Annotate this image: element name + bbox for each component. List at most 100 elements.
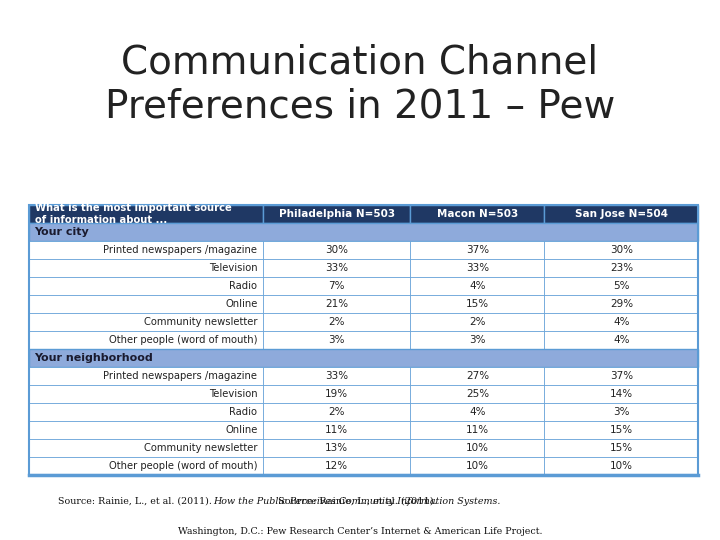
Text: Other people (word of mouth): Other people (word of mouth)	[109, 335, 258, 345]
FancyBboxPatch shape	[544, 439, 698, 457]
Text: 4%: 4%	[613, 335, 630, 345]
FancyBboxPatch shape	[410, 331, 544, 349]
FancyBboxPatch shape	[410, 439, 544, 457]
FancyBboxPatch shape	[544, 241, 698, 259]
FancyBboxPatch shape	[544, 277, 698, 295]
FancyBboxPatch shape	[544, 295, 698, 313]
Text: Philadelphia N=503: Philadelphia N=503	[279, 209, 395, 219]
Text: 15%: 15%	[610, 443, 633, 453]
Text: 14%: 14%	[610, 389, 633, 399]
Text: 30%: 30%	[610, 245, 633, 255]
Text: 37%: 37%	[610, 371, 633, 381]
FancyBboxPatch shape	[29, 313, 264, 331]
FancyBboxPatch shape	[29, 295, 264, 313]
FancyBboxPatch shape	[264, 403, 410, 421]
Text: 10%: 10%	[466, 461, 489, 471]
Text: 3%: 3%	[613, 407, 630, 417]
Text: Printed newspapers /magazine: Printed newspapers /magazine	[104, 371, 258, 381]
Text: 3%: 3%	[328, 335, 345, 345]
Text: Printed newspapers /magazine: Printed newspapers /magazine	[104, 245, 258, 255]
FancyBboxPatch shape	[264, 205, 410, 223]
Text: Television: Television	[209, 389, 258, 399]
Text: 2%: 2%	[469, 317, 486, 327]
Text: Source: Rainie, L., et al. (2011).: Source: Rainie, L., et al. (2011).	[58, 497, 217, 506]
FancyBboxPatch shape	[410, 241, 544, 259]
FancyBboxPatch shape	[544, 313, 698, 331]
Text: Your city: Your city	[35, 227, 89, 237]
FancyBboxPatch shape	[29, 205, 264, 223]
Text: Source: Rainie, L., et al. (2011).: Source: Rainie, L., et al. (2011).	[277, 497, 443, 506]
FancyBboxPatch shape	[29, 403, 264, 421]
FancyBboxPatch shape	[410, 277, 544, 295]
FancyBboxPatch shape	[264, 439, 410, 457]
Text: 10%: 10%	[466, 443, 489, 453]
FancyBboxPatch shape	[29, 421, 264, 439]
Text: 4%: 4%	[469, 281, 486, 291]
FancyBboxPatch shape	[544, 367, 698, 385]
Text: 2%: 2%	[328, 407, 345, 417]
FancyBboxPatch shape	[544, 457, 698, 475]
FancyBboxPatch shape	[29, 331, 264, 349]
FancyBboxPatch shape	[29, 385, 264, 403]
FancyBboxPatch shape	[410, 295, 544, 313]
FancyBboxPatch shape	[410, 259, 544, 277]
Text: 7%: 7%	[328, 281, 345, 291]
Text: Online: Online	[225, 299, 258, 309]
FancyBboxPatch shape	[410, 313, 544, 331]
Text: 10%: 10%	[610, 461, 633, 471]
FancyBboxPatch shape	[29, 367, 264, 385]
Text: 33%: 33%	[466, 263, 489, 273]
Text: 25%: 25%	[466, 389, 489, 399]
FancyBboxPatch shape	[264, 457, 410, 475]
FancyBboxPatch shape	[410, 205, 544, 223]
FancyBboxPatch shape	[264, 241, 410, 259]
Text: 33%: 33%	[325, 371, 348, 381]
Text: What is the most important source
of information about ...: What is the most important source of inf…	[35, 204, 231, 225]
FancyBboxPatch shape	[29, 259, 264, 277]
FancyBboxPatch shape	[544, 385, 698, 403]
FancyBboxPatch shape	[264, 295, 410, 313]
Text: Communication Channel
Preferences in 2011 – Pew: Communication Channel Preferences in 201…	[105, 43, 615, 125]
FancyBboxPatch shape	[29, 349, 698, 367]
Text: Radio: Radio	[230, 281, 258, 291]
Text: 4%: 4%	[469, 407, 486, 417]
Text: 11%: 11%	[466, 425, 489, 435]
Text: 4%: 4%	[613, 317, 630, 327]
FancyBboxPatch shape	[544, 421, 698, 439]
FancyBboxPatch shape	[29, 241, 264, 259]
Text: 5%: 5%	[613, 281, 630, 291]
FancyBboxPatch shape	[29, 439, 264, 457]
Text: Community newsletter: Community newsletter	[144, 443, 258, 453]
Text: Radio: Radio	[230, 407, 258, 417]
FancyBboxPatch shape	[264, 385, 410, 403]
Text: 23%: 23%	[610, 263, 633, 273]
FancyBboxPatch shape	[264, 259, 410, 277]
FancyBboxPatch shape	[544, 331, 698, 349]
Text: Your neighborhood: Your neighborhood	[35, 353, 153, 363]
FancyBboxPatch shape	[410, 403, 544, 421]
Text: 30%: 30%	[325, 245, 348, 255]
FancyBboxPatch shape	[264, 331, 410, 349]
Text: 2%: 2%	[328, 317, 345, 327]
Text: Community newsletter: Community newsletter	[144, 317, 258, 327]
Text: 13%: 13%	[325, 443, 348, 453]
Text: 29%: 29%	[610, 299, 633, 309]
FancyBboxPatch shape	[544, 259, 698, 277]
Text: San Jose N=504: San Jose N=504	[575, 209, 668, 219]
Text: 19%: 19%	[325, 389, 348, 399]
Text: 15%: 15%	[610, 425, 633, 435]
Text: 11%: 11%	[325, 425, 348, 435]
FancyBboxPatch shape	[264, 421, 410, 439]
FancyBboxPatch shape	[410, 421, 544, 439]
Text: Macon N=503: Macon N=503	[437, 209, 518, 219]
FancyBboxPatch shape	[544, 205, 698, 223]
Text: 21%: 21%	[325, 299, 348, 309]
FancyBboxPatch shape	[410, 457, 544, 475]
FancyBboxPatch shape	[264, 313, 410, 331]
FancyBboxPatch shape	[264, 367, 410, 385]
FancyBboxPatch shape	[410, 367, 544, 385]
Text: How the Public Perceives Community Information Systems.: How the Public Perceives Community Infor…	[213, 497, 500, 506]
Text: 15%: 15%	[466, 299, 489, 309]
Text: 37%: 37%	[466, 245, 489, 255]
FancyBboxPatch shape	[410, 385, 544, 403]
